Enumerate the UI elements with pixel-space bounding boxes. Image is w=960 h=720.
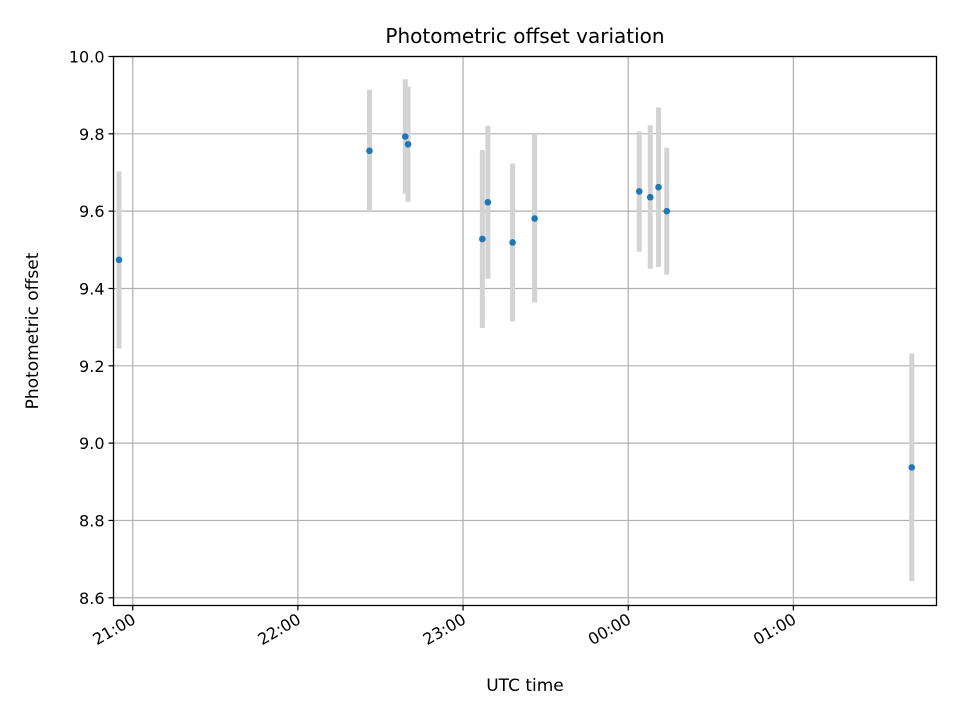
y-axis-ticks: 8.6 8.8 9.0 9.2 9.4 9.6 9.8 10.0 (69, 48, 114, 608)
data-point (484, 198, 492, 206)
chart-title: Photometric offset variation (385, 24, 664, 48)
plot-frame (112, 55, 938, 607)
y-tick-label: 9.2 (79, 357, 104, 376)
data-point (908, 464, 916, 471)
data-point (479, 235, 486, 243)
x-axis-label: UTC time (486, 676, 564, 696)
data-point (509, 239, 516, 246)
y-tick-label: 8.8 (79, 511, 104, 530)
y-tick-label: 9.8 (79, 125, 104, 144)
data-point (404, 140, 412, 148)
data-point (531, 215, 538, 222)
data-point (366, 147, 373, 155)
data-point (115, 256, 123, 264)
data-points (115, 133, 916, 471)
y-axis-label: Photometric offset (23, 252, 43, 409)
y-tick-label: 10.0 (69, 48, 105, 67)
data-point (401, 133, 409, 140)
y-tick-label: 9.4 (79, 279, 104, 298)
y-tick-label: 9.0 (79, 434, 104, 453)
y-tick-label: 8.6 (79, 589, 104, 608)
y-tick-label: 9.6 (79, 202, 104, 221)
data-point (635, 188, 643, 195)
data-point (655, 183, 662, 191)
data-point (663, 207, 671, 215)
data-point (646, 193, 654, 201)
